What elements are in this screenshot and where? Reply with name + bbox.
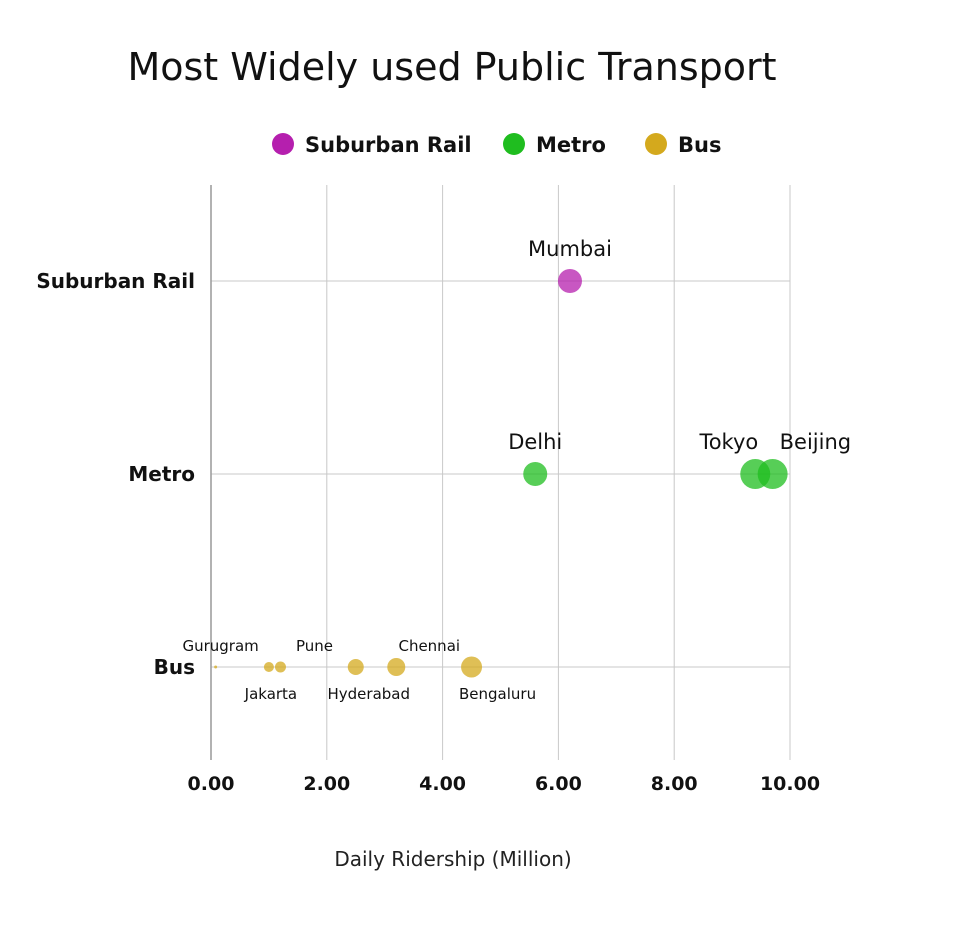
legend-marker-suburban-rail xyxy=(272,133,294,155)
x-tick-label: 8.00 xyxy=(651,773,698,795)
axes: 0.00 2.00 4.00 6.00 8.00 10.00 Suburban Rail Me… xyxy=(36,185,820,795)
x-tick-label: 0.00 xyxy=(188,773,235,795)
x-tick-label: 4.00 xyxy=(419,773,466,795)
point-label-gurugram: Gurugram xyxy=(182,637,258,655)
point-label-pune: Pune xyxy=(296,637,333,655)
point-pune xyxy=(274,661,286,673)
legend-label-metro: Metro xyxy=(536,133,606,157)
point-mumbai xyxy=(557,269,582,293)
point-beijing xyxy=(757,459,788,489)
point-label-bengaluru: Bengaluru xyxy=(459,685,536,703)
point-label-jakarta: Jakarta xyxy=(244,685,297,703)
category-label-metro: Metro xyxy=(128,462,195,486)
point-hyderabad xyxy=(347,659,364,675)
point-bengaluru xyxy=(461,656,483,678)
point-labels: Mumbai Delhi Tokyo Beijing Gurugram Jakarta Pu… xyxy=(182,237,851,703)
point-label-hyderabad: Hyderabad xyxy=(328,685,411,703)
point-gurugram xyxy=(214,665,218,669)
legend-marker-bus xyxy=(645,133,667,155)
point-label-tokyo: Tokyo xyxy=(698,430,758,454)
legend: Suburban Rail Metro Bus xyxy=(272,133,721,157)
point-label-chennai: Chennai xyxy=(398,637,460,655)
point-label-delhi: Delhi xyxy=(508,430,562,454)
x-axis-title: Daily Ridership (Million) xyxy=(334,847,571,871)
legend-label-suburban-rail: Suburban Rail xyxy=(305,133,472,157)
legend-marker-metro xyxy=(503,133,525,155)
point-delhi xyxy=(523,462,548,486)
point-label-mumbai: Mumbai xyxy=(528,237,612,261)
x-tick-label: 10.00 xyxy=(760,773,820,795)
chart-title: Most Widely used Public Transport xyxy=(127,45,776,89)
x-tick-label: 2.00 xyxy=(303,773,350,795)
point-jakarta xyxy=(263,662,274,672)
legend-label-bus: Bus xyxy=(678,133,721,157)
point-label-beijing: Beijing xyxy=(780,430,851,454)
data-points xyxy=(214,269,788,678)
grid xyxy=(211,185,791,760)
category-label-suburban-rail: Suburban Rail xyxy=(36,269,195,293)
x-tick-label: 6.00 xyxy=(535,773,582,795)
category-label-bus: Bus xyxy=(154,655,195,679)
point-chennai xyxy=(387,658,406,676)
